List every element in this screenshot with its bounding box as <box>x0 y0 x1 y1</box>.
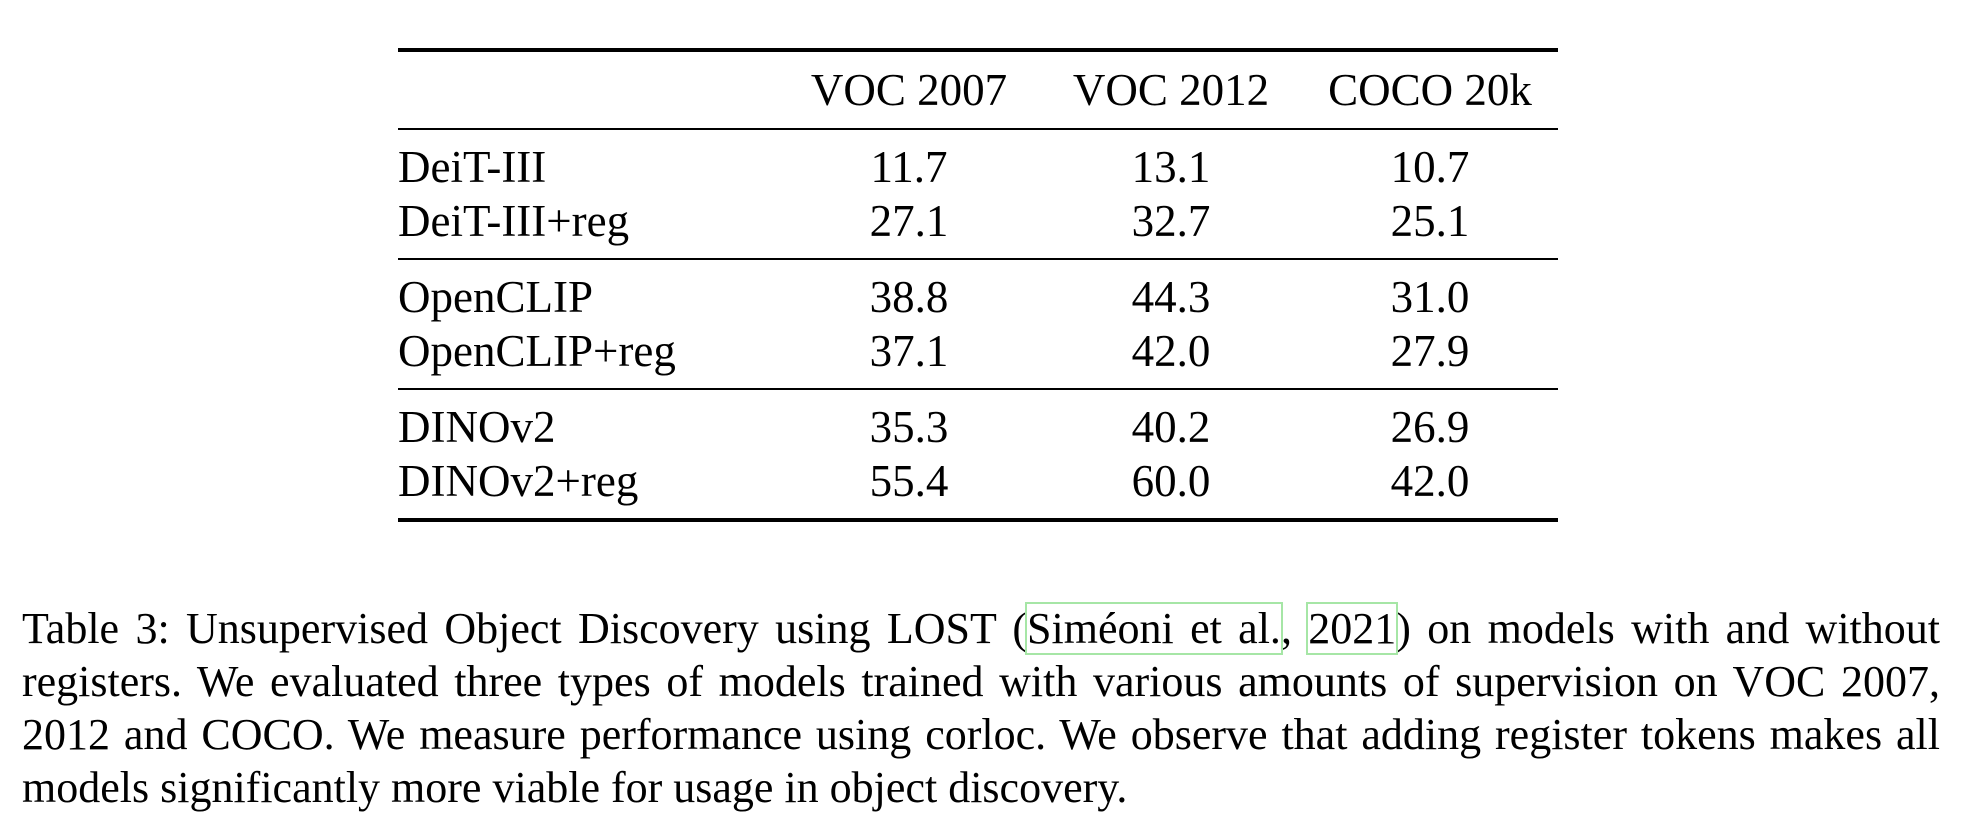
table-row: DINOv2+reg 55.4 60.0 42.0 <box>398 454 1558 520</box>
header-voc-2012: VOC 2012 <box>1072 64 1270 115</box>
cell-coco-20k: 42.0 <box>1390 455 1470 506</box>
table-group-openclip: OpenCLIP 38.8 44.3 31.0 OpenCLIP+reg 37.… <box>398 259 1558 389</box>
cell-voc-2007: 55.4 <box>869 455 949 506</box>
cell-voc-2012: 40.2 <box>1131 401 1211 452</box>
cell-voc-2012: 44.3 <box>1131 271 1211 322</box>
table-row: OpenCLIP+reg 37.1 42.0 27.9 <box>398 324 1558 389</box>
header-coco-20k: COCO 20k <box>1328 64 1532 115</box>
cell-coco-20k: 10.7 <box>1390 141 1470 192</box>
cell-voc-2012: 32.7 <box>1131 195 1211 246</box>
cell-coco-20k: 31.0 <box>1390 271 1470 322</box>
cell-voc-2007: 35.3 <box>869 401 949 452</box>
table-row: OpenCLIP 38.8 44.3 31.0 <box>398 259 1558 324</box>
results-table-container: VOC 2007 VOC 2012 COCO 20k DeiT-III 11.7… <box>398 48 1558 522</box>
header-voc-2007: VOC 2007 <box>810 64 1008 115</box>
table-group-dinov2: DINOv2 35.3 40.2 26.9 DINOv2+reg 55.4 60… <box>398 389 1558 520</box>
model-name: OpenCLIP+reg <box>398 325 676 376</box>
citation-year-link[interactable]: 2021 <box>1306 602 1399 655</box>
model-name: DeiT-III+reg <box>398 195 630 246</box>
cell-coco-20k: 25.1 <box>1390 195 1470 246</box>
cell-voc-2012: 13.1 <box>1131 141 1211 192</box>
table-row: DINOv2 35.3 40.2 26.9 <box>398 389 1558 454</box>
cell-voc-2012: 60.0 <box>1131 455 1211 506</box>
cell-voc-2007: 27.1 <box>869 195 949 246</box>
model-name: DINOv2+reg <box>398 455 639 506</box>
table-group-deit: DeiT-III 11.7 13.1 10.7 DeiT-III+reg 27.… <box>398 129 1558 259</box>
cell-voc-2007: 38.8 <box>869 271 949 322</box>
citation-separator: , <box>1280 604 1309 653</box>
table-row: DeiT-III 11.7 13.1 10.7 <box>398 129 1558 194</box>
cell-coco-20k: 27.9 <box>1390 325 1470 376</box>
header-model <box>398 50 778 129</box>
table-caption: Table 3: Unsupervised Object Discovery u… <box>22 602 1940 814</box>
cell-voc-2012: 42.0 <box>1131 325 1211 376</box>
caption-prefix: Table 3: Unsupervised Object Discovery u… <box>22 604 1028 653</box>
model-name: OpenCLIP <box>398 271 593 322</box>
citation-authors-link[interactable]: Siméoni et al. <box>1025 602 1283 655</box>
table-row: DeiT-III+reg 27.1 32.7 25.1 <box>398 194 1558 259</box>
cell-voc-2007: 11.7 <box>870 141 948 192</box>
cell-voc-2007: 37.1 <box>869 325 949 376</box>
model-name: DINOv2 <box>398 401 556 452</box>
table-header-row: VOC 2007 VOC 2012 COCO 20k <box>398 50 1558 129</box>
model-name: DeiT-III <box>398 141 547 192</box>
cell-coco-20k: 26.9 <box>1390 401 1470 452</box>
results-table: VOC 2007 VOC 2012 COCO 20k DeiT-III 11.7… <box>398 48 1558 522</box>
